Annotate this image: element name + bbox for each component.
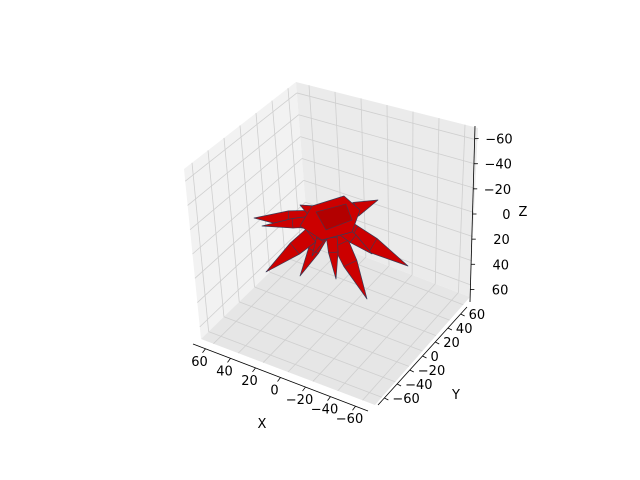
surface-mesh-line — [290, 242, 300, 255]
grid-line — [434, 118, 440, 284]
surface-hub-facet — [315, 203, 353, 231]
z-tick-label: 40 — [493, 258, 510, 273]
tick-labels: 6040200−20−40−60−60−40−200204060−60−40−2… — [191, 133, 512, 428]
y-tick-mark — [384, 397, 389, 401]
y-tick-mark — [396, 383, 402, 387]
y-tick-mark — [447, 327, 453, 331]
surface-3d — [253, 195, 409, 300]
x-tick-mark — [252, 367, 256, 373]
x-tick-mark — [302, 386, 306, 392]
x-tick-label: 0 — [270, 384, 278, 399]
grid-line — [271, 100, 286, 258]
x-axis-label: X — [258, 417, 267, 432]
surface-mesh-line — [349, 234, 357, 243]
x-tick-label: −60 — [336, 412, 363, 427]
x-tick-mark — [277, 377, 281, 382]
y-tick-mark — [460, 313, 465, 317]
y-tick-label: 0 — [431, 350, 439, 365]
z-tick-label: 60 — [492, 283, 509, 298]
pane-floor — [201, 235, 470, 405]
grid-line — [192, 158, 303, 255]
surface-mesh-line — [328, 251, 339, 254]
y-tick-mark — [435, 341, 440, 345]
z-tick-label: −40 — [484, 158, 511, 173]
surface-mesh-line — [316, 237, 324, 242]
x-tick-label: 20 — [241, 374, 258, 389]
grid-line — [337, 283, 436, 392]
grid-line — [284, 256, 450, 321]
y-tick-mark — [409, 369, 414, 373]
grid-line — [300, 242, 464, 306]
x-tick-mark — [202, 348, 206, 354]
y-tick-label: −60 — [392, 392, 419, 407]
z-tick-label: 20 — [493, 233, 510, 248]
grid-line — [269, 271, 437, 336]
grid-line — [362, 292, 459, 401]
surface-mesh-line — [305, 229, 317, 243]
x-tick-label: −20 — [286, 393, 313, 408]
y-tick-label: −40 — [405, 378, 432, 393]
grid-line — [458, 124, 466, 293]
y-tick-label: −20 — [418, 364, 445, 379]
z-axis-label: Z — [519, 205, 528, 220]
grid-line — [312, 274, 413, 382]
y-axis-label: Y — [451, 388, 460, 403]
y-tick-label: 20 — [443, 336, 460, 351]
surface-mesh-line — [368, 238, 378, 253]
grid-line — [287, 265, 390, 373]
grid-line — [411, 111, 414, 275]
grid-line — [303, 179, 473, 238]
grid-line — [199, 223, 308, 328]
z-tick-label: −20 — [484, 183, 511, 198]
y-tick-label: 60 — [469, 308, 486, 323]
z-tick-label: 0 — [502, 208, 510, 223]
x-tick-mark — [227, 358, 231, 363]
z-tick-label: −60 — [485, 133, 512, 148]
grid-line — [194, 180, 304, 279]
grid-line — [301, 158, 475, 213]
grid-line — [255, 113, 271, 273]
x-tick-mark — [327, 396, 331, 401]
x-tick-mark — [352, 405, 356, 411]
x-tick-label: −40 — [311, 403, 338, 418]
x-tick-label: 60 — [191, 355, 208, 370]
x-tick-label: 40 — [216, 364, 233, 379]
y-tick-label: 40 — [456, 322, 473, 337]
surface-mesh-line — [291, 218, 294, 229]
y-tick-mark — [422, 355, 427, 359]
pane-left — [184, 82, 308, 339]
surface-mesh-line — [343, 260, 357, 267]
